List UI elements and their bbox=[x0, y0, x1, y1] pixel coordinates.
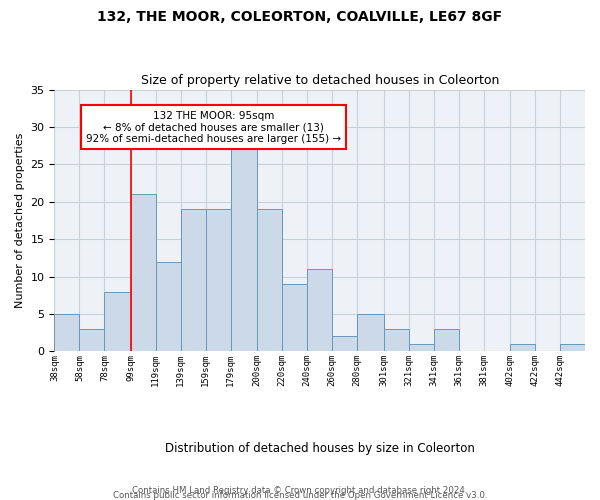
Title: Size of property relative to detached houses in Coleorton: Size of property relative to detached ho… bbox=[140, 74, 499, 87]
Bar bbox=[357, 314, 383, 352]
Text: 132, THE MOOR, COLEORTON, COALVILLE, LE67 8GF: 132, THE MOOR, COLEORTON, COALVILLE, LE6… bbox=[97, 10, 503, 24]
Bar bbox=[181, 210, 206, 352]
Bar bbox=[104, 292, 131, 352]
Bar bbox=[510, 344, 535, 352]
Text: Contains public sector information licensed under the Open Government Licence v3: Contains public sector information licen… bbox=[113, 491, 487, 500]
Bar bbox=[434, 329, 458, 351]
Bar bbox=[156, 262, 181, 352]
Y-axis label: Number of detached properties: Number of detached properties bbox=[15, 133, 25, 308]
Bar bbox=[409, 344, 434, 352]
X-axis label: Distribution of detached houses by size in Coleorton: Distribution of detached houses by size … bbox=[165, 442, 475, 455]
Bar bbox=[131, 194, 156, 352]
Bar bbox=[560, 344, 585, 352]
Text: Contains HM Land Registry data © Crown copyright and database right 2024.: Contains HM Land Registry data © Crown c… bbox=[132, 486, 468, 495]
Bar bbox=[206, 210, 231, 352]
Bar bbox=[282, 284, 307, 352]
Bar bbox=[383, 329, 409, 351]
Bar bbox=[79, 329, 104, 351]
Text: 132 THE MOOR: 95sqm
← 8% of detached houses are smaller (13)
92% of semi-detache: 132 THE MOOR: 95sqm ← 8% of detached hou… bbox=[86, 110, 341, 144]
Bar bbox=[332, 336, 357, 351]
Bar bbox=[55, 314, 79, 352]
Bar bbox=[231, 142, 257, 352]
Bar bbox=[257, 210, 282, 352]
Bar bbox=[307, 269, 332, 351]
